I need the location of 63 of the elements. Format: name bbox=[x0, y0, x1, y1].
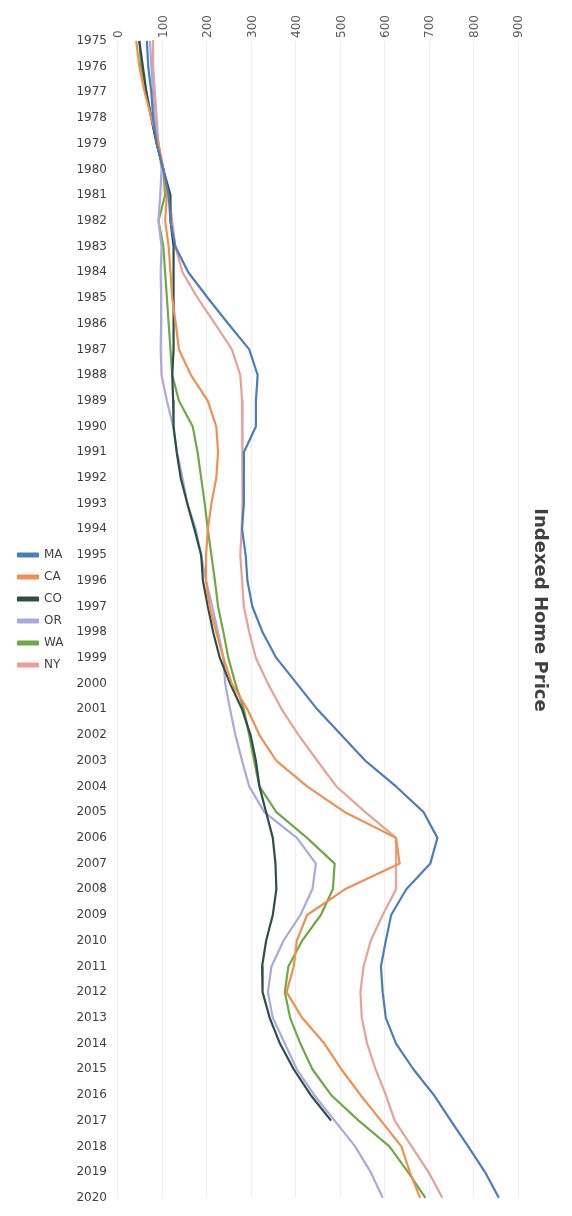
y-tick-label: 2004 bbox=[76, 778, 107, 793]
y-tick-label: 1978 bbox=[76, 110, 107, 125]
y-tick-label: 2017 bbox=[76, 1112, 107, 1127]
x-tick-label: 0 bbox=[111, 30, 126, 38]
y-tick-label: 1991 bbox=[76, 444, 107, 459]
y-tick-label: 2020 bbox=[76, 1189, 107, 1204]
y-tick-label: 1987 bbox=[76, 341, 107, 356]
y-tick-label: 1997 bbox=[76, 598, 107, 613]
y-tick-label: 2016 bbox=[76, 1087, 107, 1102]
y-tick-label: 1990 bbox=[76, 418, 107, 433]
x-tick-label: 200 bbox=[200, 15, 215, 38]
x-tick-label: 700 bbox=[422, 15, 437, 38]
legend-label: NY bbox=[44, 657, 61, 672]
y-tick-label: 2001 bbox=[76, 701, 107, 716]
y-tick-label: 1977 bbox=[76, 84, 107, 99]
y-tick-label: 1989 bbox=[76, 392, 107, 407]
y-tick-label: 1976 bbox=[76, 58, 107, 73]
x-tick-label: 600 bbox=[377, 15, 392, 38]
y-tick-label: 1996 bbox=[76, 572, 107, 587]
y-tick-label: 2014 bbox=[76, 1035, 107, 1050]
y-tick-label: 2009 bbox=[76, 907, 107, 922]
x-tick-label: 900 bbox=[511, 15, 526, 38]
legend-label: CO bbox=[44, 591, 62, 606]
y-tick-label: 2003 bbox=[76, 752, 107, 767]
x-tick-label: 400 bbox=[289, 15, 304, 38]
y-tick-label: 1995 bbox=[76, 547, 107, 562]
y-tick-label: 2010 bbox=[76, 932, 107, 947]
x-tick-label: 300 bbox=[244, 15, 259, 38]
x-tick-label: 800 bbox=[466, 15, 481, 38]
legend-label: MA bbox=[44, 547, 64, 562]
legend-label: CA bbox=[44, 569, 62, 584]
legend-label: OR bbox=[44, 613, 62, 628]
y-tick-label: 1986 bbox=[76, 315, 107, 330]
y-tick-label: 1979 bbox=[76, 135, 107, 150]
y-tick-label: 1975 bbox=[76, 33, 107, 48]
x-tick-label: 100 bbox=[155, 15, 170, 38]
y-tick-label: 2007 bbox=[76, 855, 107, 870]
y-tick-label: 1994 bbox=[76, 521, 107, 536]
y-tick-label: 2015 bbox=[76, 1061, 107, 1076]
y-tick-label: 2013 bbox=[76, 1009, 107, 1024]
y-tick-label: 1988 bbox=[76, 367, 107, 382]
y-tick-label: 2006 bbox=[76, 830, 107, 844]
y-tick-label: 2002 bbox=[76, 727, 107, 742]
y-tick-label: 1981 bbox=[76, 187, 107, 202]
y-tick-label: 1999 bbox=[76, 650, 107, 665]
legend-label: WA bbox=[44, 635, 65, 650]
text: Indexed Home Price bbox=[530, 508, 552, 712]
y-tick-label: 1980 bbox=[76, 161, 107, 176]
y-tick-label: 2005 bbox=[76, 804, 107, 819]
y-tick-label: 1985 bbox=[76, 290, 107, 305]
y-tick-label: 2008 bbox=[76, 881, 107, 896]
y-tick-label: 1992 bbox=[76, 470, 107, 485]
y-tick-label: 2019 bbox=[76, 1164, 107, 1179]
y-tick-label: 1982 bbox=[76, 212, 107, 227]
y-tick-label: 2018 bbox=[76, 1138, 107, 1153]
y-tick-label: 1993 bbox=[76, 495, 107, 510]
y-tick-label: 2000 bbox=[76, 675, 107, 690]
y-tick-label: 2011 bbox=[76, 958, 107, 973]
y-tick-label: 1983 bbox=[76, 238, 107, 253]
x-tick-label: 500 bbox=[333, 15, 348, 38]
y-tick-label: 1998 bbox=[76, 624, 107, 639]
y-tick-label: 1984 bbox=[76, 264, 107, 279]
y-tick-label: 2012 bbox=[76, 984, 107, 999]
